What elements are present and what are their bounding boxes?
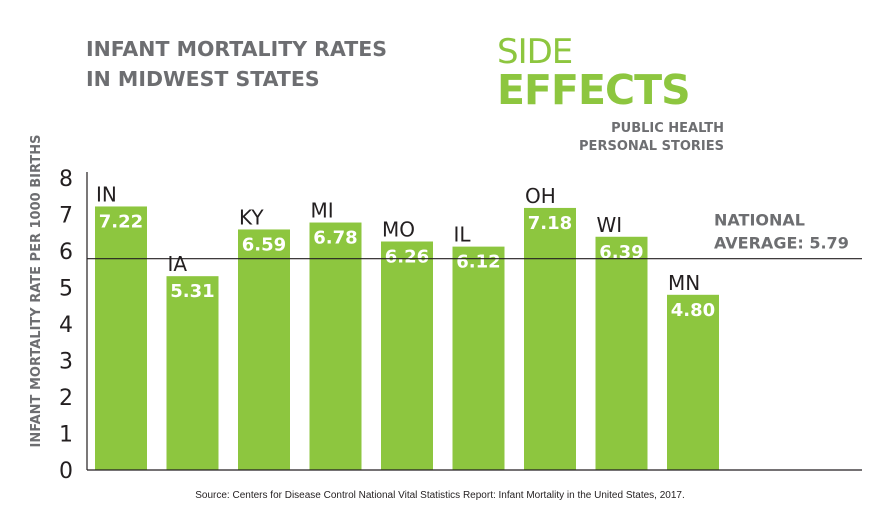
category-label-mi: MI	[311, 199, 334, 223]
category-label-ia: IA	[168, 252, 188, 276]
value-label-mn: 4.80	[671, 300, 715, 321]
logo-word-effects: EFFECTS	[497, 66, 691, 114]
chart-title: INFANT MORTALITY RATES IN MIDWEST STATES	[86, 34, 387, 94]
y-axis-label: INFANT MORTALITY RATE PER 1000 BIRTHS	[29, 135, 44, 448]
y-tick-label: 1	[59, 423, 73, 448]
chart-title-line-1: INFANT MORTALITY RATES	[86, 37, 387, 61]
bar-ia	[166, 276, 219, 470]
source-note: Source: Centers for Disease Control Nati…	[195, 490, 685, 501]
bar-mi	[309, 222, 362, 470]
category-label-oh: OH	[525, 184, 556, 208]
bar-mn	[667, 294, 719, 470]
bar-il	[452, 246, 505, 470]
y-tick-label: 5	[59, 277, 73, 302]
national-average-label-line-2: AVERAGE: 5.79	[714, 234, 849, 253]
bar-ky	[238, 229, 290, 470]
y-tick-label: 0	[59, 459, 73, 484]
logo-word-side: SIDE	[497, 32, 573, 72]
y-tick-label: 3	[59, 350, 73, 375]
y-axis-ticks: 0 1 2 3 4 5 6 7 8	[59, 167, 73, 484]
value-label-il: 6.12	[456, 252, 500, 273]
logo-tagline: PUBLIC HEALTH PERSONAL STORIES	[579, 120, 724, 156]
y-tick-label: 2	[59, 386, 73, 411]
national-average-label-line-1: NATIONAL	[714, 211, 805, 230]
bars	[95, 206, 719, 470]
y-tick-label: 6	[59, 240, 73, 265]
category-label-il: IL	[454, 223, 472, 247]
value-label-mi: 6.78	[313, 228, 357, 249]
value-label-oh: 7.18	[528, 213, 572, 234]
bar-mo	[381, 241, 433, 470]
bar-wi	[595, 236, 648, 470]
category-label-in: IN	[96, 182, 117, 206]
value-label-ky: 6.59	[242, 234, 286, 255]
category-label-wi: WI	[597, 213, 623, 237]
value-label-ia: 5.31	[170, 281, 214, 302]
category-label-mn: MN	[668, 271, 700, 295]
chart-title-line-2: IN MIDWEST STATES	[86, 67, 320, 91]
y-tick-label: 7	[59, 204, 73, 229]
logo-tagline-line-1: PUBLIC HEALTH	[611, 121, 724, 136]
logo-tagline-line-2: PERSONAL STORIES	[579, 139, 724, 154]
category-label-ky: KY	[239, 205, 264, 229]
bar-oh	[524, 207, 576, 470]
category-label-mo: MO	[382, 218, 415, 242]
bar-in	[95, 206, 147, 470]
value-labels: 7.22 5.31 6.59 6.78 6.26 6.12 7.18 6.39 4.80	[99, 211, 715, 320]
value-label-mo: 6.26	[385, 247, 429, 268]
y-tick-label: 4	[59, 313, 73, 338]
value-label-in: 7.22	[99, 211, 143, 232]
value-label-wi: 6.39	[599, 242, 643, 263]
y-tick-label: 8	[59, 167, 73, 192]
